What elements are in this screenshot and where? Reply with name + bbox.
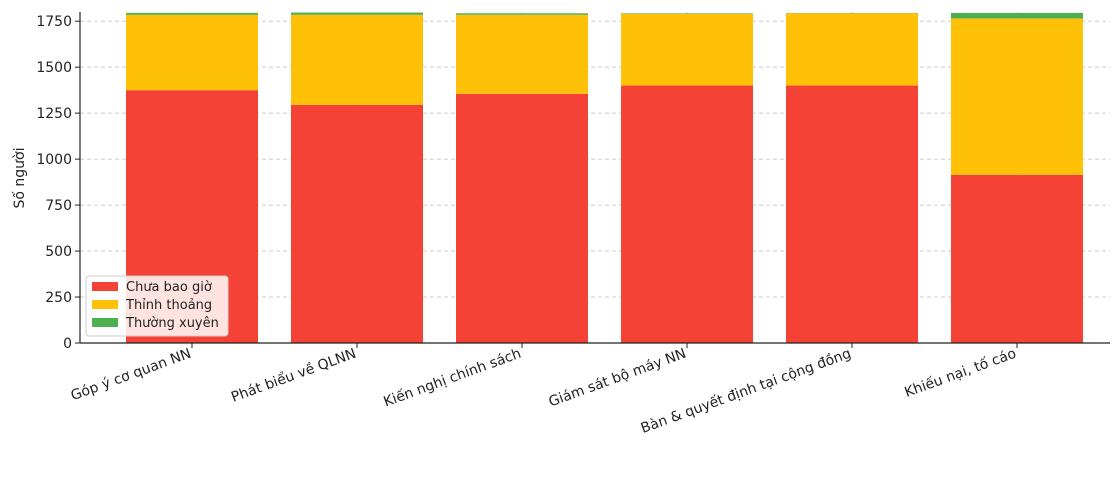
bar-segment <box>456 13 588 15</box>
x-tick-label: Góp ý cơ quan NN <box>69 346 194 404</box>
bar-segment <box>786 13 918 86</box>
legend-label: Thường xuyên <box>125 316 219 331</box>
bar-segment <box>621 85 753 344</box>
bar-segment <box>786 85 918 344</box>
bar-segment <box>126 14 258 91</box>
legend-items: Chưa bao giờ Thỉnh thoảng Thường xuyên <box>92 280 219 331</box>
legend-swatch <box>92 300 118 309</box>
y-tick-label: 500 <box>45 244 72 260</box>
y-tick-label: 1750 <box>36 14 72 30</box>
y-tick-label: 750 <box>45 198 72 214</box>
x-ticks: Góp ý cơ quan NN Phát biểu về QLNN Kiến ng… <box>69 343 1018 437</box>
y-tick-label: 1250 <box>36 106 72 122</box>
y-tick-label: 250 <box>45 290 72 306</box>
legend-label: Chưa bao giờ <box>126 280 212 295</box>
bar-segment <box>126 12 258 15</box>
legend-swatch <box>92 318 118 327</box>
bar-segment <box>291 12 423 15</box>
bar-segment <box>951 18 1083 175</box>
legend-swatch <box>92 282 118 291</box>
x-tick-label: Giám sát bộ máy NN <box>547 346 689 411</box>
bar-segment <box>621 13 753 86</box>
bar-segment <box>456 14 588 94</box>
bar-segment <box>456 93 588 343</box>
y-tick-label: 1500 <box>36 60 72 76</box>
bar-segment <box>951 12 1083 19</box>
legend-box <box>85 275 229 337</box>
legend-label: Thỉnh thoảng <box>125 298 212 313</box>
y-axis-label: Số người <box>11 148 28 209</box>
x-tick-label: Khiếu nại, tố cáo <box>902 345 1018 401</box>
legend: Chưa bao giờ Thỉnh thoảng Thường xuyên <box>85 275 229 337</box>
x-tick-label: Kiến nghị chính sách <box>381 345 523 411</box>
y-tick-label: 0 <box>63 336 72 352</box>
y-ticks: 0 250 500 750 1000 1250 1500 1750 <box>36 14 80 352</box>
bar-segment <box>951 174 1083 343</box>
y-tick-label: 1000 <box>36 152 72 168</box>
bar-segment <box>291 14 423 105</box>
bars <box>126 12 1083 344</box>
bar-segment <box>621 13 753 14</box>
bar-segment <box>291 104 423 343</box>
x-tick-label: Phát biểu về QLNN <box>229 345 359 406</box>
